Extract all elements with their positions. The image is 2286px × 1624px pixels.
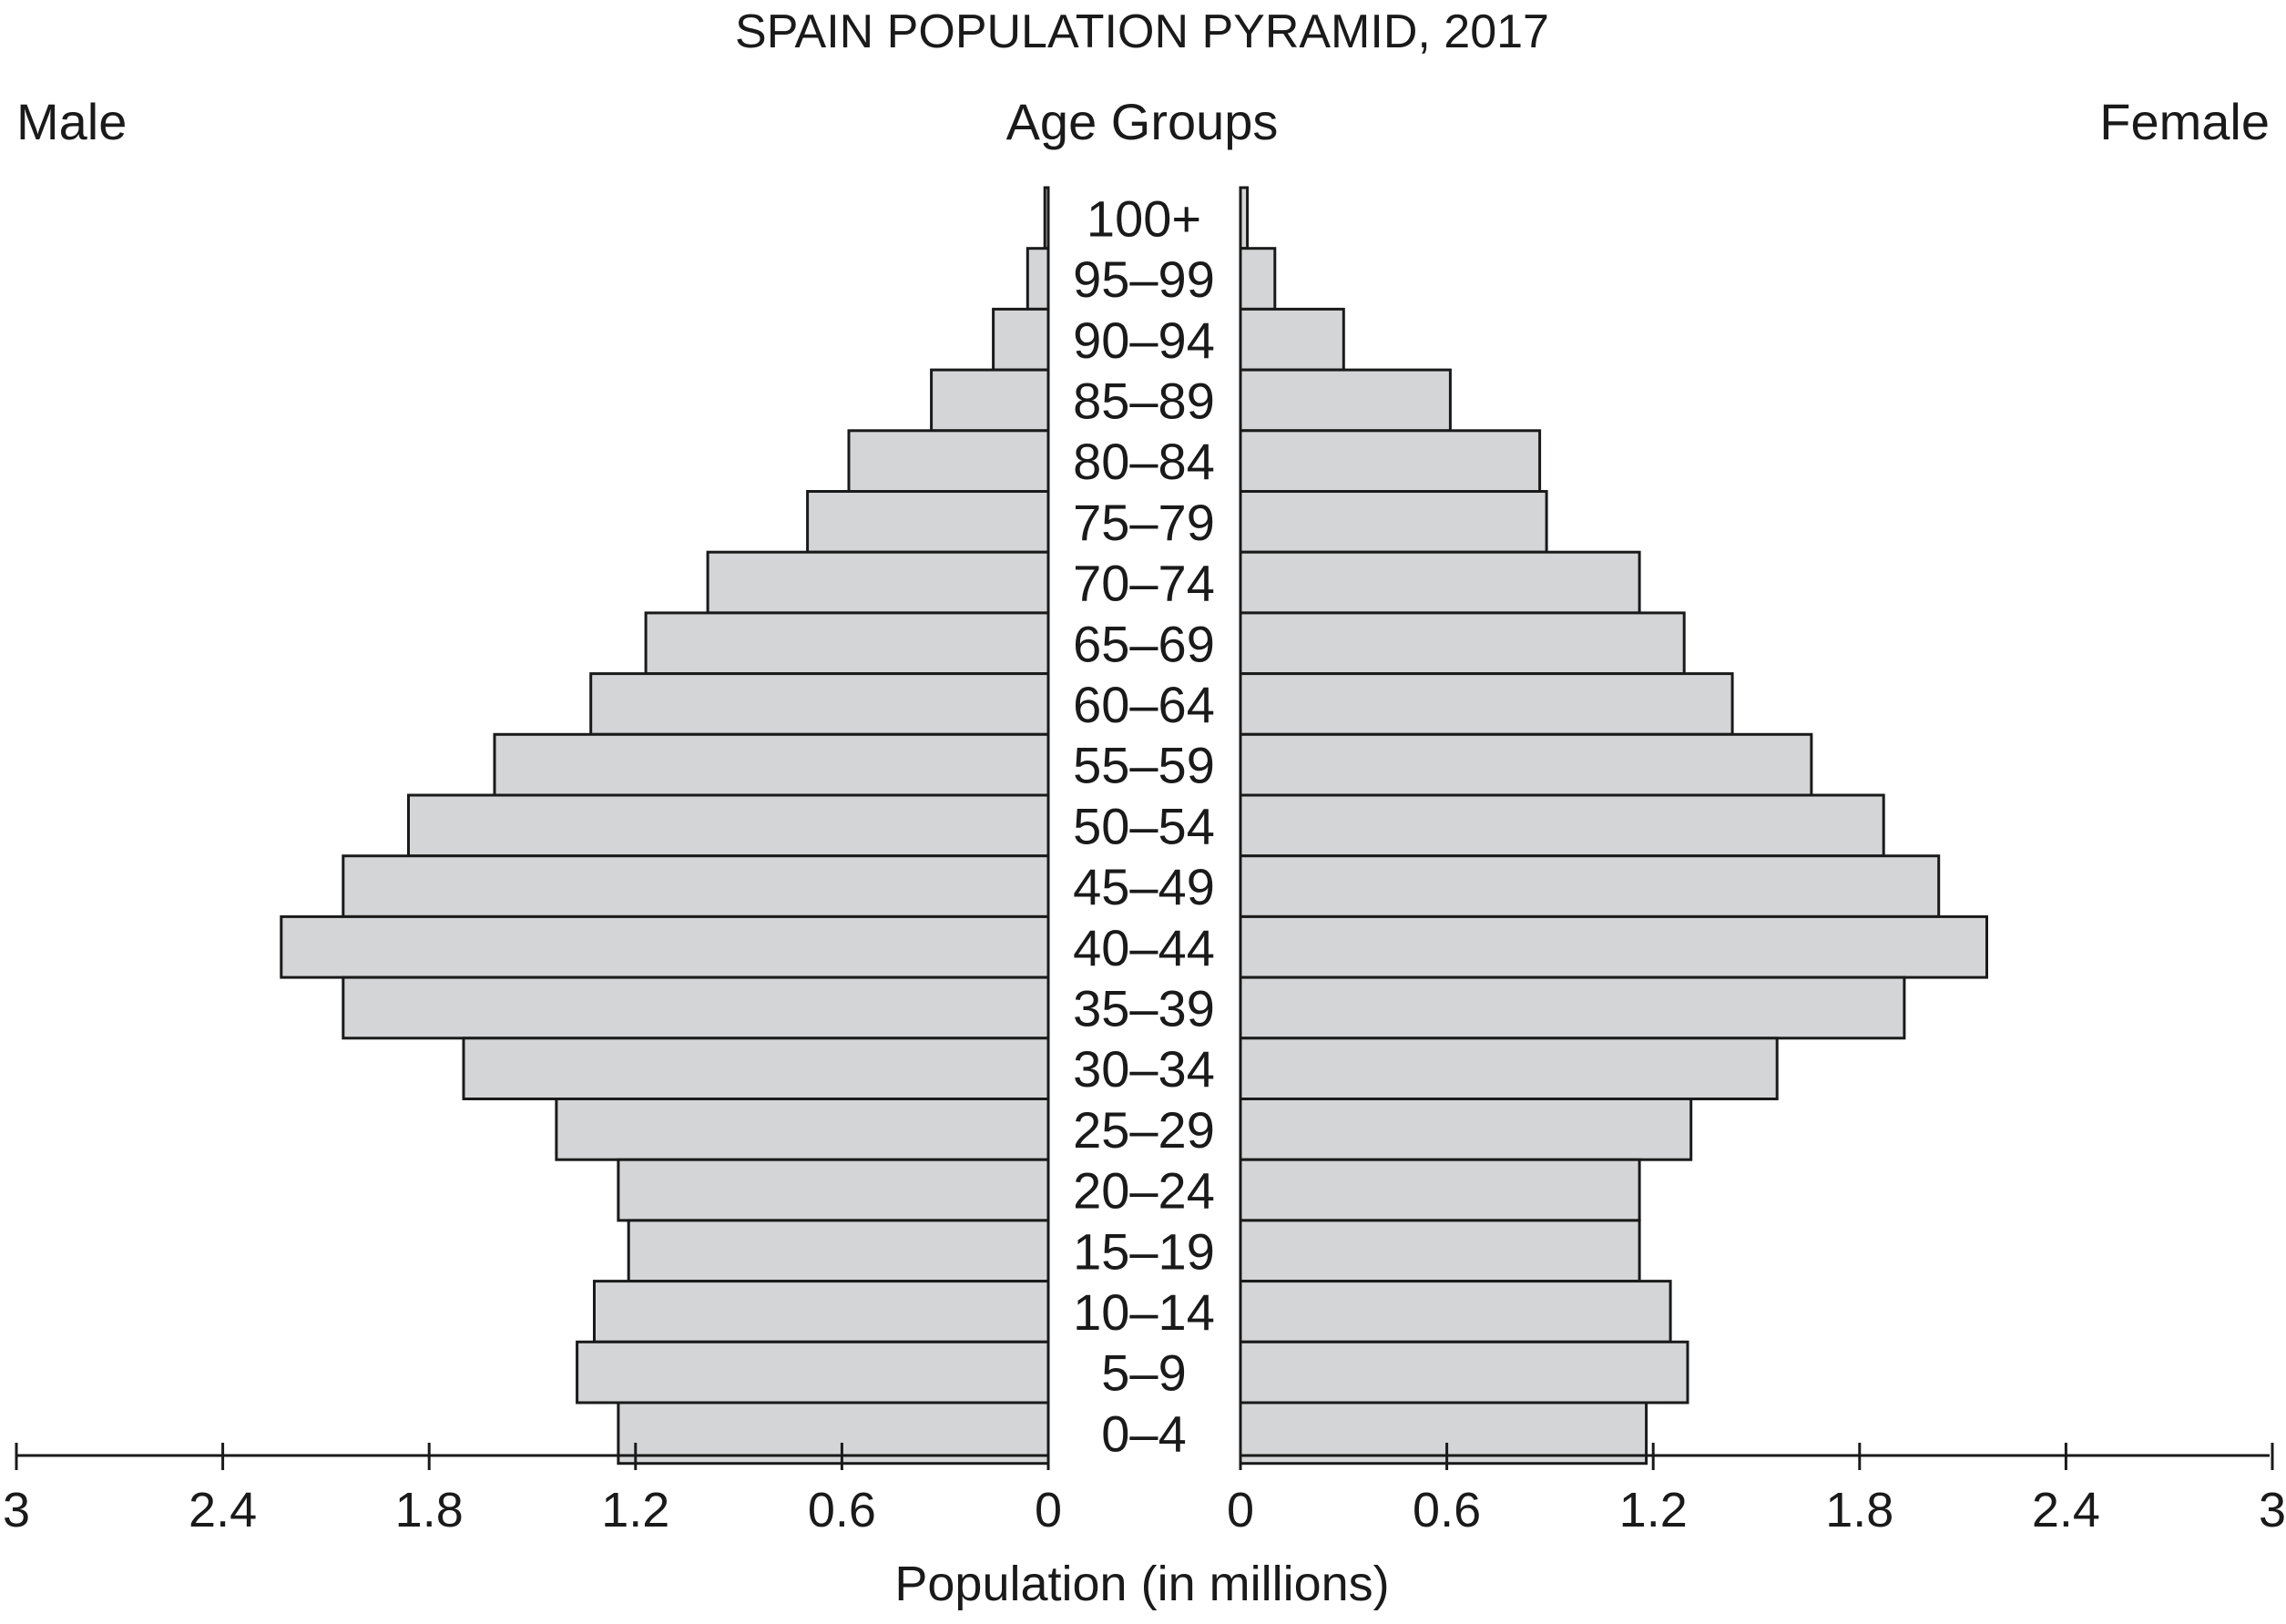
age-group-label-6: 70–74 [1073, 555, 1215, 612]
female-tick-label-3: 1.8 [1825, 1483, 1893, 1537]
age-labels-group: 100+95–9990–9485–8980–8475–7970–7465–696… [1073, 189, 1215, 1462]
male-bar-9 [493, 732, 1050, 797]
male-bar-5 [806, 490, 1050, 554]
male-tick-label-3: 1.2 [601, 1483, 669, 1537]
age-group-label-15: 25–29 [1073, 1101, 1215, 1159]
age-group-label-20: 0–4 [1101, 1404, 1186, 1462]
male-bar-11 [342, 854, 1050, 918]
male-label: Male [16, 93, 127, 150]
male-bar-19 [576, 1340, 1050, 1404]
age-group-label-8: 60–64 [1073, 676, 1215, 733]
female-bar-1 [1239, 247, 1277, 311]
age-group-label-19: 5–9 [1101, 1344, 1186, 1402]
male-bar-10 [407, 793, 1050, 858]
female-tick-label-0: 0 [1227, 1483, 1254, 1537]
male-bar-4 [847, 429, 1050, 493]
male-bar-1 [1026, 247, 1050, 311]
age-group-label-3: 85–89 [1073, 373, 1215, 430]
female-bar-5 [1239, 490, 1548, 554]
female-bar-10 [1239, 793, 1885, 858]
chart-title: SPAIN POPULATION PYRAMID, 2017 [735, 5, 1549, 58]
male-tick-label-0: 3 [3, 1483, 30, 1537]
age-group-label-7: 65–69 [1073, 615, 1215, 672]
male-bar-2 [992, 307, 1050, 372]
age-group-label-2: 90–94 [1073, 312, 1215, 369]
female-bar-6 [1239, 550, 1641, 615]
male-bar-16 [617, 1158, 1050, 1222]
male-bar-8 [589, 672, 1050, 736]
male-bar-3 [930, 368, 1050, 433]
age-group-label-17: 15–19 [1073, 1222, 1215, 1280]
female-bar-7 [1239, 611, 1686, 676]
female-tick-label-1: 0.6 [1413, 1483, 1481, 1537]
x-axis-title: Population (in millions) [894, 1557, 1389, 1611]
male-bar-0 [1043, 186, 1050, 250]
female-bar-12 [1239, 914, 1988, 979]
female-label: Female [2099, 93, 2270, 150]
male-bar-7 [644, 611, 1050, 676]
age-group-label-14: 30–34 [1073, 1040, 1215, 1098]
female-tick-label-2: 1.2 [1619, 1483, 1688, 1537]
age-group-label-9: 55–59 [1073, 737, 1215, 794]
female-bar-13 [1239, 975, 1906, 1040]
female-bar-9 [1239, 732, 1813, 797]
age-group-label-1: 95–99 [1073, 250, 1215, 308]
female-tick-label-5: 3 [2259, 1483, 2286, 1537]
age-group-label-13: 35–39 [1073, 979, 1215, 1037]
female-bar-14 [1239, 1037, 1779, 1101]
female-bar-0 [1239, 186, 1250, 250]
axes-group: 3 2.4 1.8 1.2 0.6 0 0 0.6 1.2 1.8 2.4 3 [3, 1443, 2286, 1537]
female-bar-18 [1239, 1280, 1672, 1343]
female-bar-2 [1239, 307, 1345, 372]
male-tick-label-5: 0 [1035, 1483, 1062, 1537]
female-bar-11 [1239, 854, 1941, 918]
female-bar-4 [1239, 429, 1542, 493]
male-bar-17 [627, 1219, 1050, 1283]
age-groups-label: Age Groups [1006, 93, 1279, 150]
age-group-label-0: 100+ [1087, 189, 1201, 247]
age-group-label-18: 10–14 [1073, 1283, 1215, 1341]
female-bar-3 [1239, 368, 1452, 433]
female-bar-19 [1239, 1340, 1689, 1404]
age-group-label-12: 40–44 [1073, 919, 1215, 976]
male-bar-18 [593, 1280, 1050, 1343]
female-bar-20 [1239, 1401, 1648, 1466]
age-group-label-5: 75–79 [1073, 494, 1215, 551]
bars-group [280, 186, 1988, 1466]
age-group-label-16: 20–24 [1073, 1162, 1215, 1220]
male-bar-13 [342, 975, 1050, 1040]
age-group-label-10: 50–54 [1073, 797, 1215, 854]
female-bar-16 [1239, 1158, 1641, 1222]
female-bar-15 [1239, 1098, 1693, 1161]
age-group-label-4: 80–84 [1073, 433, 1215, 490]
male-bar-6 [706, 550, 1050, 615]
age-group-label-11: 45–49 [1073, 858, 1215, 915]
male-bar-20 [617, 1401, 1050, 1466]
male-tick-label-1: 2.4 [189, 1483, 257, 1537]
male-bar-15 [555, 1098, 1050, 1161]
male-tick-label-4: 0.6 [808, 1483, 876, 1537]
male-bar-12 [280, 914, 1050, 979]
female-bar-17 [1239, 1219, 1641, 1283]
female-bar-8 [1239, 672, 1734, 736]
male-tick-label-2: 1.8 [395, 1483, 464, 1537]
male-bar-14 [462, 1037, 1050, 1101]
female-tick-label-4: 2.4 [2032, 1483, 2100, 1537]
